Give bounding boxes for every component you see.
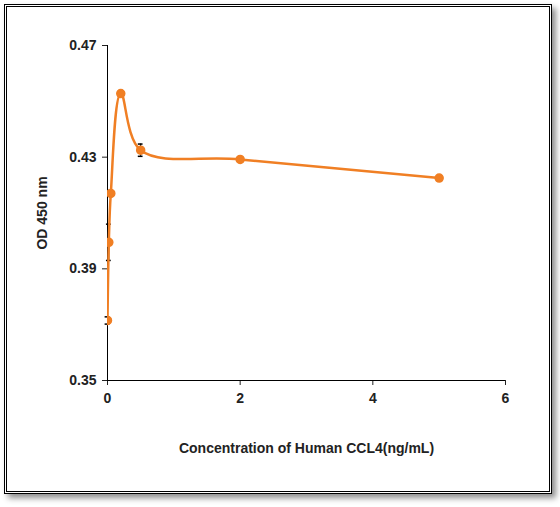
svg-text:0: 0 xyxy=(104,390,112,406)
svg-text:0.39: 0.39 xyxy=(69,260,96,276)
svg-text:Concentration of Human CCL4(ng: Concentration of Human CCL4(ng/mL) xyxy=(179,440,434,456)
svg-text:OD 450 nm: OD 450 nm xyxy=(34,176,50,249)
svg-text:6: 6 xyxy=(502,390,510,406)
svg-text:0.43: 0.43 xyxy=(69,149,96,165)
svg-text:2: 2 xyxy=(236,390,244,406)
svg-text:0.47: 0.47 xyxy=(69,37,96,53)
svg-text:4: 4 xyxy=(369,390,377,406)
svg-text:0.35: 0.35 xyxy=(69,372,96,388)
